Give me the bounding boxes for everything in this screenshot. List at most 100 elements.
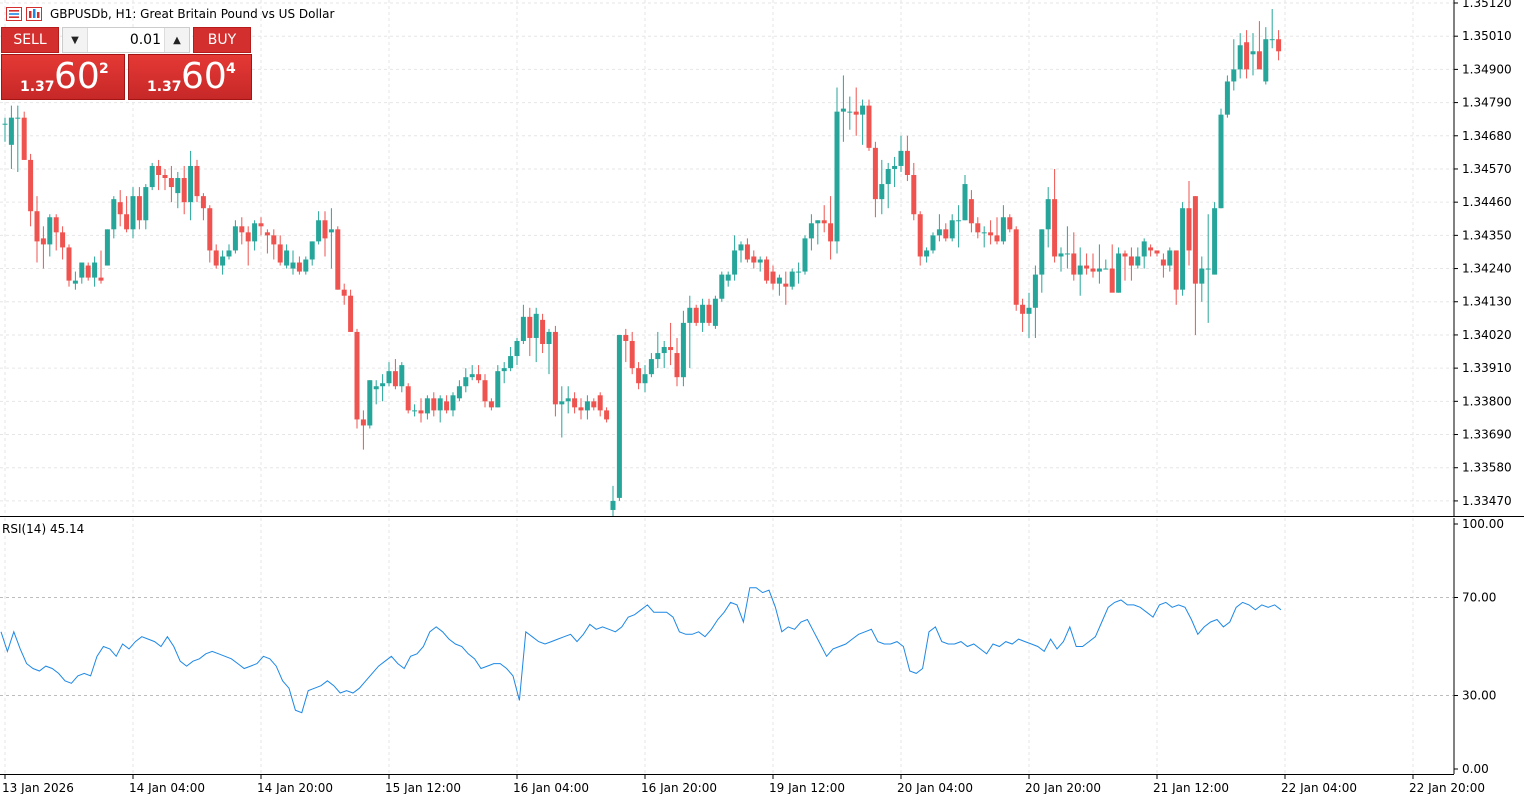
sell-price-pips: 60 <box>54 56 100 97</box>
buy-price-button[interactable]: 1.37 60 4 <box>128 54 252 100</box>
candle-body <box>936 229 942 236</box>
candle <box>924 247 930 263</box>
candle <box>757 256 763 272</box>
time-label: 21 Jan 12:00 <box>1153 781 1229 794</box>
candle <box>898 135 904 172</box>
lot-size-stepper[interactable]: ▼ 0.01 ▲ <box>62 27 190 53</box>
candle-body <box>111 199 117 230</box>
candle-body <box>104 229 110 266</box>
candle-body <box>591 401 597 408</box>
price-label: 1.34240 <box>1462 262 1512 276</box>
candle <box>1276 30 1282 61</box>
candle <box>1000 205 1006 245</box>
rsi-axis-label: 100.00 <box>1462 518 1504 531</box>
candle <box>28 153 34 227</box>
lot-size-input[interactable]: 0.01 <box>129 32 161 48</box>
candle <box>34 196 40 263</box>
price-chart[interactable]: 1.35120 1.35010 1.34900 1.34790 1.34680 1.345… <box>0 0 1524 518</box>
candle <box>994 217 1000 245</box>
candle <box>674 337 680 387</box>
candle <box>1218 108 1224 209</box>
candle-body <box>930 235 936 251</box>
candle <box>245 226 251 266</box>
list-icon[interactable] <box>6 7 22 21</box>
decrease-lot-button[interactable]: ▼ <box>63 28 88 52</box>
price-label: 1.34570 <box>1462 162 1512 176</box>
candle-body <box>911 175 917 215</box>
candle-body <box>783 283 789 287</box>
candle <box>1122 250 1128 281</box>
candle-body <box>1256 51 1262 70</box>
candle <box>1116 247 1122 293</box>
candle <box>693 304 699 326</box>
candle-body <box>156 165 162 176</box>
chart-bars-icon[interactable] <box>26 7 42 21</box>
candle <box>328 208 334 269</box>
candle <box>162 168 168 191</box>
candle-body <box>367 380 373 426</box>
candle-body <box>655 353 661 360</box>
candle <box>1052 168 1058 263</box>
candle-body <box>642 374 648 384</box>
candle <box>226 244 232 260</box>
candle <box>136 187 142 230</box>
candle <box>258 217 264 236</box>
sell-price-button[interactable]: 1.37 60 2 <box>1 54 125 100</box>
candle <box>700 298 706 332</box>
candle <box>1141 238 1147 269</box>
candle-body <box>66 247 72 281</box>
candle-body <box>815 220 821 224</box>
candle-body <box>578 407 584 411</box>
candle-body <box>488 401 494 408</box>
candle-body <box>1122 253 1128 257</box>
candle-body <box>1000 217 1006 242</box>
chart-title-bar: GBPUSDb, H1: Great Britain Pound vs US D… <box>6 6 334 22</box>
candle-body <box>60 232 66 248</box>
candle-body <box>661 347 667 354</box>
candle <box>1071 232 1077 281</box>
candle-body <box>1244 42 1250 70</box>
candle <box>892 156 898 188</box>
candle-body <box>565 398 571 402</box>
candle <box>719 271 725 302</box>
rsi-chart[interactable]: 100.00 70.00 30.00 0.00 13 Jan 2026 14 Jan 0… <box>0 518 1524 794</box>
candle <box>1256 21 1262 70</box>
candle <box>188 150 194 221</box>
candle <box>284 244 290 269</box>
candle <box>456 380 462 402</box>
candle-body <box>636 368 642 384</box>
candle-body <box>162 175 168 179</box>
candle-body <box>648 359 654 375</box>
buy-price-pips: 60 <box>181 56 227 97</box>
candle-body <box>776 277 782 284</box>
candle-body <box>1026 307 1032 314</box>
candle <box>629 331 635 375</box>
candle-body <box>975 223 981 233</box>
candle <box>444 395 450 414</box>
candle <box>1064 226 1070 269</box>
candle-body <box>495 371 501 408</box>
candle <box>751 250 757 269</box>
candle-body <box>757 259 763 263</box>
candle <box>796 262 802 284</box>
candle <box>776 274 782 296</box>
sell-button[interactable]: SELL <box>1 27 59 53</box>
candle-body <box>136 196 142 221</box>
increase-lot-button[interactable]: ▲ <box>164 28 189 52</box>
candle <box>847 96 853 130</box>
candle <box>1173 250 1179 305</box>
candle-body <box>53 217 59 233</box>
candle <box>424 395 430 420</box>
candle-body <box>1250 51 1256 55</box>
candle-body <box>1269 39 1275 41</box>
candle <box>156 159 162 191</box>
candle-body <box>1276 39 1282 52</box>
candle <box>815 220 821 245</box>
candle <box>316 211 322 245</box>
candle-body <box>860 105 866 115</box>
candle <box>520 304 526 344</box>
candle <box>399 362 405 393</box>
buy-button[interactable]: BUY <box>193 27 251 53</box>
candle-body <box>1231 69 1237 82</box>
candle <box>143 184 149 230</box>
